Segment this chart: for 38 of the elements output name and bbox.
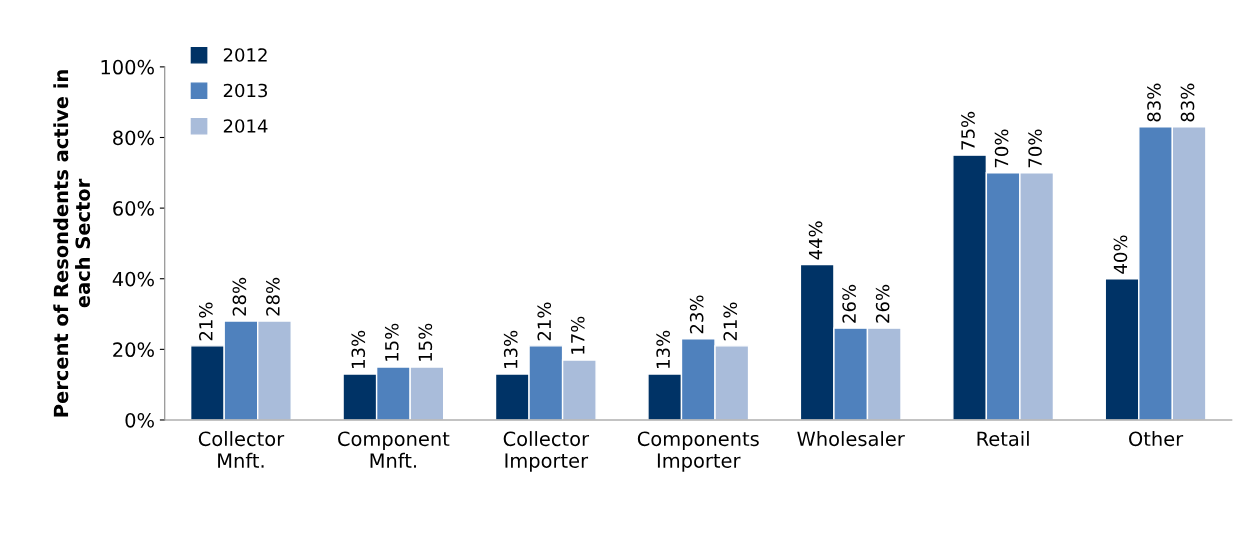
text: 13% (503, 330, 518, 368)
text: 17% (570, 316, 585, 354)
text: 44% (808, 221, 823, 260)
legend-label: 2013 (223, 83, 268, 98)
text: 75% (961, 111, 975, 150)
text: 40% (1113, 235, 1128, 274)
text: 15% (384, 323, 399, 361)
text: 15% (418, 323, 433, 361)
y-tick-label: 60% (113, 201, 154, 216)
x-tick-label: Wholesaler (797, 431, 905, 447)
text: 83% (1147, 83, 1161, 122)
text: 26% (842, 284, 856, 323)
text: 13% (656, 330, 670, 368)
text: 28% (232, 277, 247, 316)
y-tick-label: 40% (112, 271, 154, 287)
text: 21% (537, 302, 552, 341)
y-tick-label: 20% (113, 342, 154, 358)
text: 26% (875, 284, 890, 323)
x-tick-label: Other (1129, 431, 1184, 447)
x-tick-label: Component Mnft. (338, 431, 450, 468)
text: 23% (689, 295, 704, 334)
y-axis-title: Percent of Resondents active in each Sector (53, 70, 91, 417)
text: 70% (994, 129, 1009, 168)
x-tick-label: Collector Mnft. (198, 431, 285, 468)
x-tick-label: Components Importer (637, 431, 759, 472)
text: 21% (723, 302, 738, 341)
x-tick-label: Collector Importer (503, 431, 590, 472)
y-tick-label: 80% (113, 130, 154, 146)
x-tick-label: Retail (977, 431, 1029, 447)
legend-label: 2014 (223, 119, 268, 133)
y-tick-label: 100% (101, 59, 154, 75)
text: 21% (199, 302, 213, 341)
text: 28% (266, 277, 280, 316)
legend-label: 2012 (223, 48, 267, 62)
text: 13% (351, 330, 366, 368)
text: 83% (1180, 83, 1195, 122)
text: 70% (1028, 129, 1042, 168)
y-tick-label: 0% (125, 412, 154, 428)
